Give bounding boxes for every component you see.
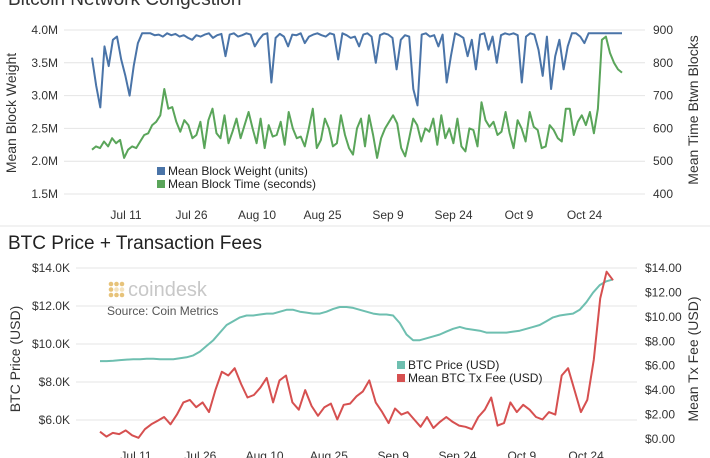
y2-tick-label: 400: [653, 187, 673, 201]
y-tick-label: 1.5M: [31, 187, 58, 201]
y-tick-label: 2.5M: [31, 121, 58, 135]
legend-swatch-fee: [397, 374, 405, 382]
x-tick-label: Sep 24: [434, 208, 472, 222]
x-tick-label: Oct 9: [505, 208, 534, 222]
logo-dot: [114, 292, 119, 298]
y-tick-label: 2.0M: [31, 154, 58, 168]
y2-axis-label: Mean Tx Fee (USD): [685, 297, 701, 422]
coindesk-logo-icon: [108, 281, 125, 298]
x-tick-label: Sep 24: [438, 449, 476, 458]
y-tick-label: $12.0K: [32, 299, 70, 313]
y2-tick-label: 500: [653, 154, 673, 168]
y2-tick-label: 700: [653, 89, 673, 103]
legend-label-time: Mean Block Time (seconds): [168, 177, 316, 191]
y-tick-label: $10.0K: [32, 337, 70, 351]
y-tick-label: $6.0K: [39, 413, 70, 427]
x-tick-label: Jul 26: [175, 208, 207, 222]
series-lines: [91, 32, 623, 159]
x-tick-label: Oct 24: [568, 449, 604, 458]
y2-tick-label: 900: [653, 23, 673, 37]
series-line-0: [100, 278, 614, 363]
logo-dot: [119, 287, 125, 292]
y2-tick-label: $8.00: [645, 334, 675, 348]
series-lines: [99, 270, 614, 439]
legend: BTC Price (USD) Mean BTC Tx Fee (USD): [397, 358, 542, 385]
y-tick-label: $14.0K: [32, 261, 70, 275]
legend-label-fee: Mean BTC Tx Fee (USD): [408, 371, 542, 385]
coindesk-logo-text: coindesk: [128, 279, 208, 301]
x-tick-label: Jul 11: [120, 449, 151, 458]
y2-axis-label: Mean Time Btwn Blocks: [685, 35, 701, 184]
y-axis-label: Mean Block Weight: [3, 53, 19, 173]
y-axis-label: BTC Price (USD): [7, 306, 23, 413]
x-tick-label: Oct 9: [507, 449, 536, 458]
chart-title: BTC Price + Transaction Fees: [8, 233, 262, 254]
x-tick-label: Jul 26: [184, 449, 216, 458]
logo-dot: [114, 287, 119, 292]
logo-dot: [108, 281, 114, 287]
legend-swatch-weight: [157, 167, 165, 175]
x-tick-label: Aug 10: [246, 449, 284, 458]
network-congestion-panel: Bitcoin Network Congestion 1.5M 2.0M 2.5M 3…: [3, 0, 701, 222]
y-tick-label: 4.0M: [31, 23, 58, 37]
legend: Mean Block Weight (units) Mean Block Tim…: [157, 164, 316, 191]
series-line-1: [99, 270, 614, 439]
y2-tick-label: 600: [653, 121, 673, 135]
y2-tick-label: $12.00: [645, 285, 682, 299]
x-tick-label: Aug 25: [303, 208, 341, 222]
y2-tick-label: $10.00: [645, 310, 682, 324]
gridlines: [64, 29, 645, 195]
x-tick-label: Oct 24: [567, 208, 603, 222]
series-line-1: [91, 35, 623, 159]
y-tick-label: 3.5M: [31, 56, 58, 70]
x-tick-label: Sep 9: [372, 208, 404, 222]
y2-tick-label: $2.00: [645, 408, 675, 422]
logo-dot: [119, 292, 125, 298]
y-tick-label: $8.0K: [39, 375, 70, 389]
legend-swatch-time: [157, 180, 165, 188]
chart-title: Bitcoin Network Congestion: [8, 0, 241, 10]
tick-labels: $6.0K $8.0K $10.0K $12.0K $14.0K $0.00 $2.00 $4…: [32, 261, 682, 458]
y2-tick-label: $6.00: [645, 359, 675, 373]
logo-dot: [114, 281, 119, 287]
source-note: Source: Coin Metrics: [107, 304, 218, 318]
x-tick-label: Aug 25: [310, 449, 348, 458]
y2-tick-label: 800: [653, 56, 673, 70]
price-fees-panel: BTC Price + Transaction Fees $6.0K$8.0K$…: [7, 233, 701, 458]
x-tick-label: Aug 10: [238, 208, 276, 222]
logo-dot: [108, 292, 114, 298]
series-line-0: [91, 32, 622, 109]
legend-label-price: BTC Price (USD): [408, 358, 499, 372]
coindesk-logo: coindesk: [108, 279, 208, 301]
logo-dot: [108, 287, 114, 292]
y2-tick-label: $0.00: [645, 432, 675, 446]
y2-tick-label: $4.00: [645, 383, 675, 397]
legend-swatch-price: [397, 361, 405, 369]
x-tick-label: Jul 11: [110, 208, 141, 222]
x-tick-label: Sep 9: [378, 449, 410, 458]
legend-label-weight: Mean Block Weight (units): [168, 164, 308, 178]
y-tick-label: 3.0M: [31, 89, 58, 103]
tick-labels: 1.5M 2.0M 2.5M 3.0M 3.5M 4.0M 400 500 600 700 800 9…: [31, 23, 673, 222]
gridlines: [76, 267, 637, 421]
y2-tick-label: $14.00: [645, 261, 682, 275]
logo-dot: [119, 281, 125, 287]
